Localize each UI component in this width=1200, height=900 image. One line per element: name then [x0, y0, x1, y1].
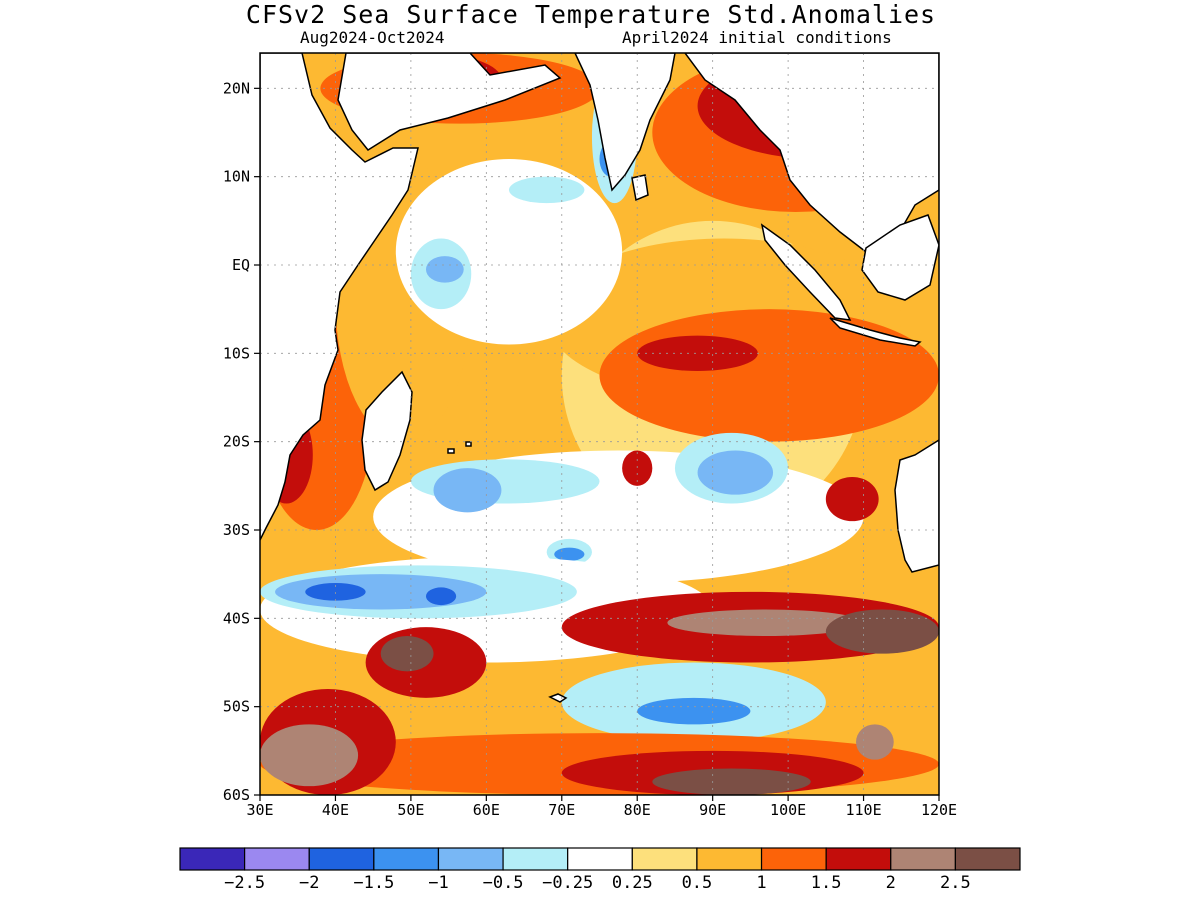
anomaly-region-25: [697, 450, 774, 495]
colorbar: −2.5 −2 −1.5 −1 −0.5 −0.25 0.25 0.5 1 1.5 2 2.5: [179, 847, 1021, 893]
lat-tick-label: 50S: [223, 698, 250, 716]
lat-tick-label: EQ: [232, 256, 250, 274]
lon-tick-label: 100E: [770, 801, 806, 819]
anomaly-region-39: [637, 697, 751, 725]
sumatra-coastline: [760, 223, 852, 321]
lon-tick-label: 70E: [548, 801, 575, 819]
anomaly-region-46: [652, 768, 811, 795]
reunion-coastline: [465, 441, 472, 447]
colorbar-swatch: [567, 847, 633, 871]
lat-tick-label: 20S: [223, 433, 250, 451]
anomaly-region-42: [260, 724, 359, 787]
anomaly-region-36: [667, 609, 864, 636]
lon-tick-label: 30E: [246, 801, 273, 819]
colorbar-label: 1: [756, 873, 766, 893]
anomaly-region-34: [425, 587, 457, 606]
anomaly-region-27: [554, 547, 585, 561]
anomaly-region-23: [433, 468, 502, 513]
java-coastline: [829, 317, 922, 347]
colorbar-label: 2: [886, 873, 896, 893]
colorbar-label: −0.5: [483, 873, 524, 893]
sri-lanka-coastline: [631, 174, 649, 202]
lat-tick-label: 30S: [223, 521, 250, 539]
colorbar-swatch: [373, 847, 440, 871]
lon-tick-label: 110E: [845, 801, 881, 819]
lon-tick-label: 60E: [473, 801, 500, 819]
longitude-axis: 30E 40E 50E 60E 70E 80E 90E 100E 110E 120E: [246, 795, 957, 819]
colorbar-swatch: [954, 847, 1021, 871]
colorbar-label: −1: [428, 873, 448, 893]
anomaly-region-29: [825, 477, 879, 522]
colorbar-label: 0.25: [612, 873, 653, 893]
arabia-coastline: [337, 53, 562, 151]
colorbar-label: 2.5: [940, 873, 971, 893]
colorbar-swatch: [696, 847, 763, 871]
colorbar-swatch: [825, 847, 892, 871]
anomaly-region-15: [425, 256, 464, 283]
colorbar-label: −1.5: [353, 873, 394, 893]
anomaly-region-37: [825, 609, 939, 654]
colorbar-swatch: [890, 847, 956, 871]
anomaly-region-47: [856, 724, 894, 760]
anomaly-region-28: [622, 450, 653, 486]
forecast-period-subtitle: Aug2024-Oct2024: [300, 28, 445, 47]
colorbar-swatch: [437, 847, 504, 871]
africa-coastline: [260, 53, 419, 541]
southeast-asia-coastline: [684, 53, 939, 256]
colorbar-swatch: [760, 847, 827, 871]
lon-tick-label: 120E: [921, 801, 957, 819]
india-coastline: [574, 53, 676, 192]
anomaly-region-2: [599, 309, 939, 442]
colorbar-label: −0.25: [542, 873, 593, 893]
map-gridlines: [260, 53, 939, 795]
anomaly-region-20: [508, 176, 585, 204]
kerguelen-coastline: [548, 693, 568, 703]
lon-tick-label: 80E: [624, 801, 651, 819]
colorbar-swatch: [308, 847, 375, 871]
lon-tick-label: 50E: [397, 801, 424, 819]
borneo-coastline: [861, 214, 939, 301]
colorbar-swatch: [244, 847, 310, 871]
anomaly-region-33: [305, 583, 366, 601]
colorbar-swatch: [179, 847, 246, 871]
lat-tick-label: 10N: [223, 168, 250, 186]
land-masses: [260, 53, 939, 703]
colorbar-swatch: [502, 847, 569, 871]
mauritius-coastline: [447, 448, 455, 454]
lat-tick-label: 60S: [223, 786, 250, 804]
initial-conditions-subtitle: April2024 initial conditions: [622, 28, 892, 47]
colorbar-swatch: [631, 847, 698, 871]
map-frame: [259, 52, 940, 796]
anomaly-region-3: [637, 335, 758, 372]
map-title: CFSv2 Sea Surface Temperature Std.Anomal…: [245, 0, 937, 29]
anomaly-region-44: [380, 636, 434, 672]
colorbar-label: −2: [299, 873, 319, 893]
colorbar-label: 0.5: [682, 873, 713, 893]
lat-tick-label: 20N: [223, 79, 250, 97]
latitude-axis: 20N 10N EQ 10S 20S 30S 40S 50S 60S: [223, 79, 260, 804]
lon-tick-label: 90E: [699, 801, 726, 819]
lat-tick-label: 40S: [223, 609, 250, 627]
lat-tick-label: 10S: [223, 344, 250, 362]
colorbar-label: −2.5: [224, 873, 265, 893]
lon-tick-label: 40E: [322, 801, 349, 819]
colorbar-label: 1.5: [811, 873, 842, 893]
